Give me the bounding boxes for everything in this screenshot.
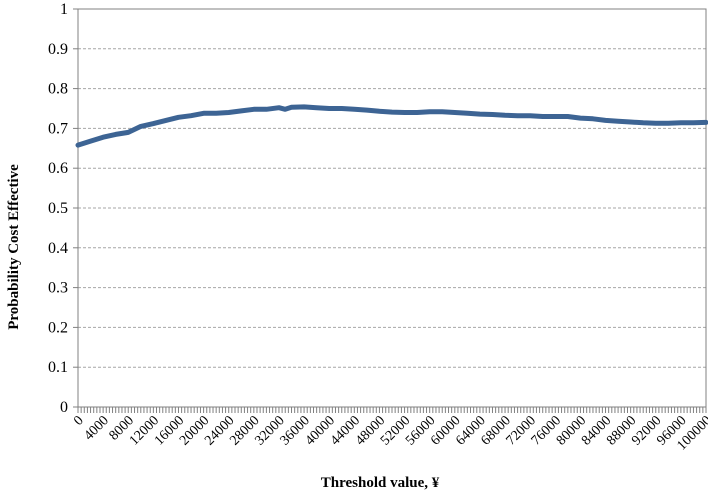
y-tick-label-9: 0.9 — [48, 41, 68, 58]
y-tick-label-10: 1 — [60, 1, 68, 18]
y-tick-label-3: 0.3 — [48, 280, 68, 297]
x-axis-title: Threshold value, ¥ — [321, 475, 440, 491]
y-axis-ticks: 0 0.1 0.2 0.3 0.4 0.5 0.6 0.7 0.8 0.9 1 — [48, 1, 78, 416]
y-tick-label-2: 0.2 — [48, 319, 68, 336]
plot-area-frame — [77, 8, 707, 408]
y-tick-label-7: 0.7 — [48, 120, 68, 137]
y-tick-label-4: 0.4 — [48, 240, 68, 257]
x-axis-ticks: 0400080001200016000200002400028000320003… — [71, 413, 708, 453]
series-line — [75, 104, 708, 148]
y-tick-label-5: 0.5 — [48, 200, 68, 217]
x-axis-minor-ticks — [77, 407, 707, 413]
y-tick-label-1: 0.1 — [48, 359, 68, 376]
y-tick-label-6: 0.6 — [48, 160, 68, 177]
x-tick-label-0: 0 — [71, 413, 87, 429]
y-axis-title: Probability Cost Effective — [6, 164, 22, 330]
y-tick-label-0: 0 — [60, 399, 68, 416]
y-tick-label-8: 0.8 — [48, 81, 68, 98]
x-tick-label-1: 4000 — [82, 413, 112, 443]
gridlines — [78, 48, 706, 368]
